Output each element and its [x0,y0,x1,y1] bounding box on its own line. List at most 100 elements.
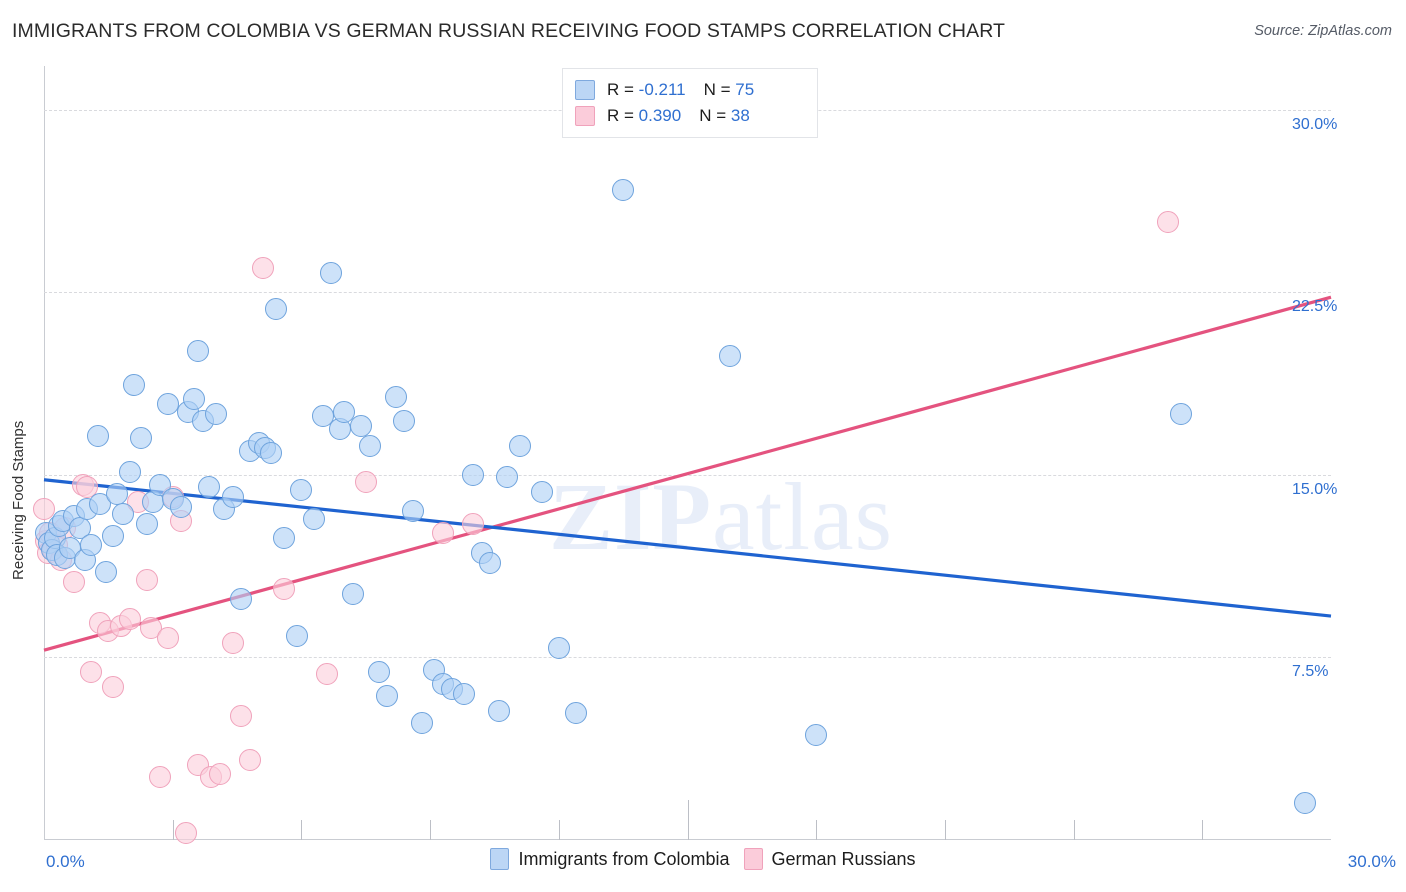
data-point [80,534,103,557]
legend-label-colombia: Immigrants from Colombia [518,848,730,869]
data-point [719,344,742,367]
data-point [333,400,356,423]
correlation-stats-box: R = -0.211 N = 75 R = 0.390 N = 38 [562,68,818,138]
data-point [462,512,484,535]
data-point [204,403,227,426]
data-point [1156,210,1179,233]
series-legend: Immigrants from Colombia German Russians [0,848,1406,870]
data-point [80,661,103,684]
data-point [547,636,570,659]
pink-n-label: N = [699,106,731,125]
legend-swatch-german-russians [743,848,763,870]
data-point [112,502,135,525]
data-point [612,179,635,202]
x-axis-tick [816,820,818,840]
legend-label-german-russians: German Russians [771,848,916,869]
data-point [148,765,171,788]
data-point [183,388,206,411]
gridline [44,474,1331,476]
page-title: IMMIGRANTS FROM COLOMBIA VS GERMAN RUSSI… [12,20,1006,42]
data-point [86,424,109,447]
y-axis-tick-label: 30.0% [1292,115,1338,133]
data-point [376,685,399,708]
x-axis-tick [172,820,174,840]
data-point [264,298,287,321]
data-point [320,261,343,284]
blue-stat-text: R = -0.211 N = 75 [607,80,754,100]
data-point [431,522,454,545]
data-point [509,434,532,457]
data-point [135,568,158,591]
blue-n-value: 75 [735,80,755,99]
data-point [453,682,476,705]
data-point [564,702,587,725]
data-point [198,476,221,499]
data-point [303,507,326,530]
stat-row-pink: R = 0.390 N = 38 [575,103,807,129]
data-point [88,493,111,516]
data-point [273,578,296,601]
x-axis-tick [944,820,946,840]
data-point [286,624,309,647]
gridline [44,292,1331,294]
x-axis-tick [1073,820,1075,840]
x-axis-max-label: 30.0% [1347,852,1396,871]
plot-area: ZIPatlas [33,66,1332,844]
pink-n-value: 38 [730,106,750,125]
pink-r-value: 0.390 [638,106,682,125]
data-point [33,497,55,520]
blue-r-label: R = [607,80,639,99]
pink-series-swatch [575,106,595,126]
data-point [367,661,390,684]
data-point [805,724,828,747]
data-point [1294,792,1317,815]
data-point [123,373,146,396]
data-point [63,571,86,593]
data-point [530,480,553,503]
x-axis-tick [558,820,560,840]
data-point [462,463,484,486]
x-axis-tick [687,800,689,840]
data-point [157,626,180,649]
legend-item-german-russians[interactable]: German Russians [743,848,916,870]
data-point [129,427,152,450]
pink-r-label: R = [607,106,639,125]
data-point [187,339,210,362]
data-point [208,763,231,786]
legend-item-colombia[interactable]: Immigrants from Colombia [490,848,730,870]
y-axis-tick-label: 15.0% [1292,480,1338,498]
data-point [273,527,296,550]
source-attribution: Source: ZipAtlas.com [1254,23,1392,39]
data-point [118,461,141,484]
legend-swatch-colombia [490,848,510,870]
data-point [101,675,124,698]
data-point [496,466,519,489]
data-point [401,500,424,523]
data-point [230,704,253,727]
data-point [316,663,339,686]
pink-trendline [43,295,1332,652]
data-point [393,410,416,433]
data-point [95,561,118,584]
data-point [290,478,313,501]
data-point [479,551,502,574]
data-point [410,712,433,735]
blue-trendline [43,478,1332,618]
x-axis-tick [1202,820,1204,840]
data-point [230,588,253,611]
data-point [487,700,510,722]
blue-n-label: N = [703,80,736,99]
stat-row-blue: R = -0.211 N = 75 [575,77,807,103]
y-axis-tick-label: 7.5% [1292,663,1329,681]
data-point [251,257,274,280]
data-point [135,512,158,535]
data-point [1169,403,1192,426]
x-axis-tick [430,820,432,840]
data-point [170,495,193,518]
data-point [221,631,244,654]
x-axis-min-label: 0.0% [46,852,85,871]
data-point [354,471,377,494]
x-axis-tick [301,820,303,840]
data-point [75,476,98,499]
